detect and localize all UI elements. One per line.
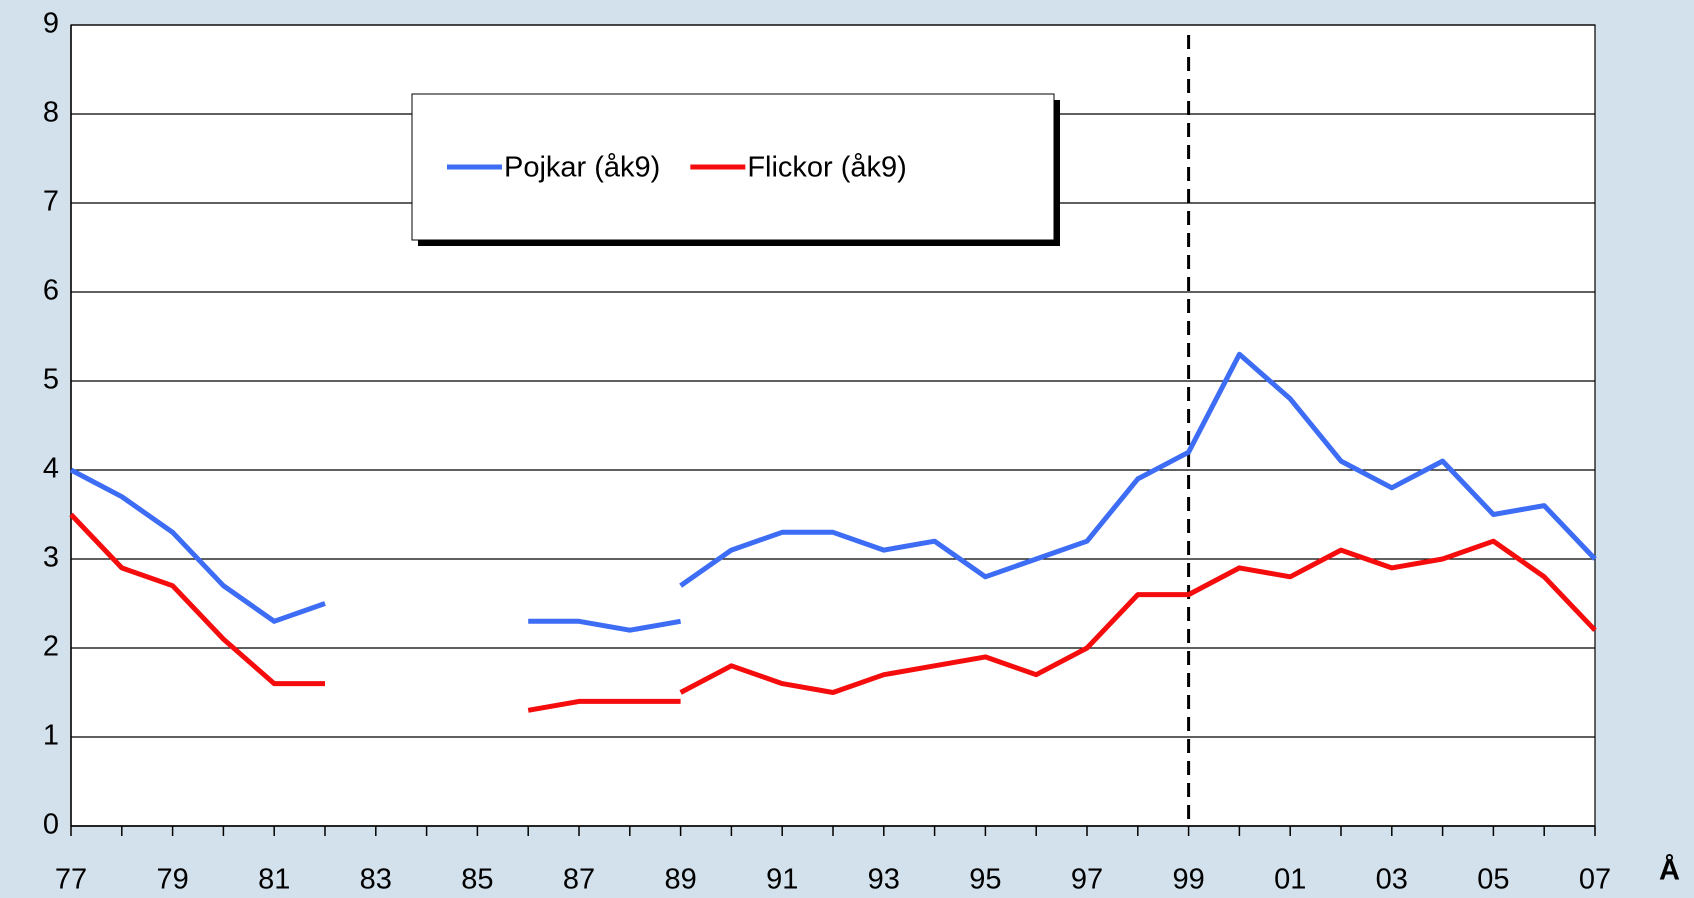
x-tick-label: 85 — [461, 864, 493, 896]
legend-label: Pojkar (åk9) — [504, 152, 660, 184]
x-tick-label: 01 — [1274, 864, 1306, 896]
x-tick-label: 81 — [258, 864, 290, 896]
y-tick-label: 6 — [43, 275, 59, 307]
legend-label: Flickor (åk9) — [747, 152, 907, 184]
x-tick-label: 99 — [1172, 864, 1204, 896]
x-tick-label: 77 — [55, 864, 87, 896]
x-tick-label: 83 — [360, 864, 392, 896]
series-line — [679, 351, 1597, 588]
y-tick-label: 4 — [43, 453, 59, 485]
y-tick-label: 7 — [43, 186, 59, 218]
y-tick-label: 8 — [43, 97, 59, 129]
x-tick-label: 05 — [1477, 864, 1509, 896]
x-tick-label: 89 — [664, 864, 696, 896]
y-tick-label: 3 — [43, 542, 59, 574]
x-tick-label: 79 — [156, 864, 188, 896]
series-line — [69, 467, 682, 633]
legend — [411, 93, 1055, 241]
x-axis-label: Å — [1659, 854, 1680, 887]
y-tick-label: 9 — [43, 8, 59, 40]
y-tick-label: 1 — [43, 720, 59, 752]
x-tick-label: 87 — [563, 864, 595, 896]
x-tick-label: 93 — [868, 864, 900, 896]
x-tick-label: 07 — [1579, 864, 1611, 896]
x-tick-label: 97 — [1071, 864, 1103, 896]
x-tick-label: 95 — [969, 864, 1001, 896]
series-line — [679, 538, 1597, 695]
y-tick-label: 0 — [43, 809, 59, 841]
y-tick-label: 2 — [43, 631, 59, 663]
series-line — [69, 512, 681, 713]
x-tick-label: 91 — [766, 864, 798, 896]
y-tick-label: 5 — [43, 364, 59, 396]
x-tick-label: 03 — [1376, 864, 1408, 896]
